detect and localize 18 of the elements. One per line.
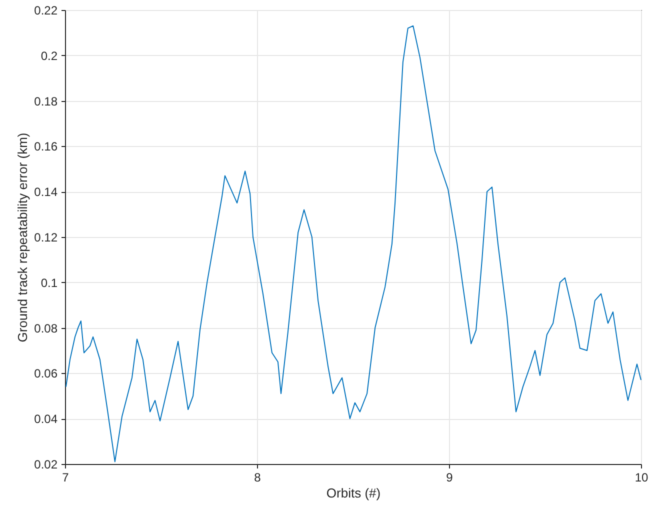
y-tick-label: 0.06 bbox=[34, 366, 58, 381]
y-tick-label: 0.14 bbox=[34, 185, 58, 200]
y-axis-title: Ground track repeatability error (km) bbox=[15, 132, 30, 342]
y-tick-label: 0.22 bbox=[34, 4, 58, 18]
x-tick-label: 7 bbox=[62, 470, 70, 484]
line-series bbox=[65, 25, 642, 462]
y-tick-label: 0.04 bbox=[34, 412, 58, 426]
x-axis-title: Orbits (#) bbox=[326, 486, 381, 500]
x-tick-label: 8 bbox=[254, 470, 262, 484]
y-tick-label: 0.12 bbox=[34, 230, 58, 244]
x-tick-label: 9 bbox=[446, 470, 454, 484]
y-tick-label: 0.16 bbox=[34, 140, 58, 154]
y-tick-label: 0.18 bbox=[34, 94, 58, 108]
y-tick-label: 0.2 bbox=[40, 48, 58, 63]
x-tick-label: 10 bbox=[634, 470, 648, 484]
y-tick-label: 0.08 bbox=[34, 321, 58, 336]
y-tick-label: 0.02 bbox=[34, 458, 58, 472]
y-tick-label: 0.1 bbox=[40, 276, 58, 290]
